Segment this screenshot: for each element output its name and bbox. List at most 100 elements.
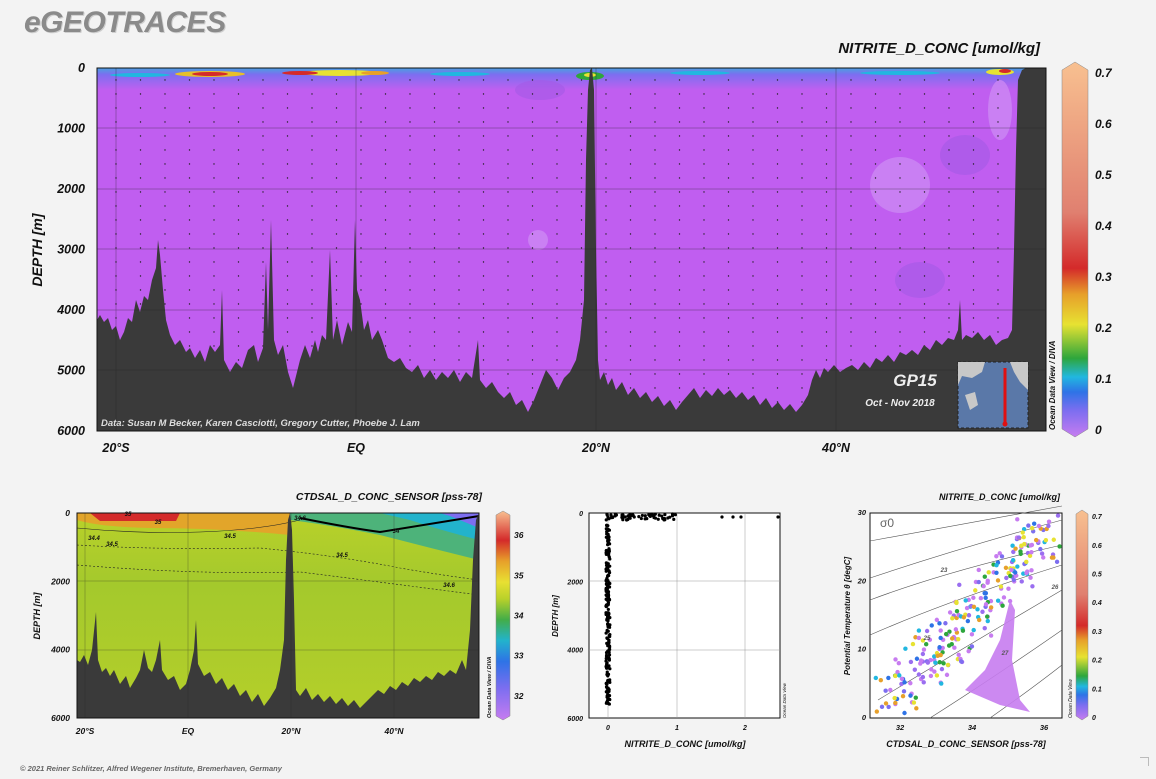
ts-point [883, 701, 889, 706]
profile-point [605, 670, 609, 674]
station-sample-dot [311, 289, 313, 291]
station-sample-dot [629, 345, 632, 347]
station-sample-dot [237, 275, 240, 277]
ts-point [1038, 546, 1043, 552]
station-sample-dot [972, 135, 975, 137]
station-sample-dot [360, 107, 362, 109]
nitrite-section-panel: NITRITE_D_CONC [umol/kg] DEPTH [m] 0 1000… [29, 40, 1113, 455]
station-sample-dot [727, 163, 730, 165]
station-sample-dot [654, 219, 656, 221]
station-sample-dot [850, 191, 852, 193]
station-sample-dot [899, 177, 901, 179]
station-sample-dot [458, 163, 460, 165]
station-sample-dot [678, 205, 681, 207]
station-sample-dot [997, 149, 999, 151]
station-sample-dot [556, 163, 558, 165]
station-sample-dot [580, 219, 583, 221]
station-sample-dot [311, 149, 313, 151]
profile-ytick-label: 6000 [567, 716, 583, 723]
isopycnal-label: 25 [923, 636, 931, 642]
profile-xtick-label: 2 [742, 725, 747, 732]
station-sample-dot [531, 373, 534, 375]
profile-point [614, 513, 618, 517]
station-sample-dot [556, 275, 558, 277]
station-sample-dot [360, 135, 362, 137]
ts-point [995, 578, 1001, 583]
nitrite-colorbar-tick: 0 [1095, 423, 1102, 437]
station-sample-dot [605, 373, 607, 375]
station-sample-dot [556, 331, 558, 333]
ts-point [902, 680, 907, 685]
ts-title: NITRITE_D_CONC [umol/kg] [939, 492, 1061, 502]
ts-point [1015, 564, 1020, 569]
station-sample-dot [458, 261, 460, 263]
ts-point [969, 644, 975, 649]
station-sample-dot [948, 79, 950, 81]
station-sample-dot [629, 107, 632, 109]
station-sample-dot [948, 163, 950, 165]
station-sample-dot [972, 317, 975, 319]
salinity-gridlines [77, 513, 479, 718]
station-sample-dot [923, 107, 926, 109]
station-sample-dot [801, 261, 803, 263]
station-sample-dot [801, 401, 803, 403]
station-sample-dot [139, 79, 142, 81]
station-sample-dot [629, 205, 632, 207]
station-sample-dot [433, 373, 436, 375]
station-sample-dot [899, 93, 901, 95]
profile-point [668, 515, 672, 519]
salinity-surface-max [90, 513, 180, 521]
station-sample-dot [703, 233, 705, 235]
station-sample-dot [384, 163, 387, 165]
station-sample-dot [188, 303, 191, 305]
station-sample-dot [311, 107, 313, 109]
station-sample-dot [874, 275, 877, 277]
station-sample-dot [605, 289, 607, 291]
station-sample-dot [237, 247, 240, 249]
ts-point [1009, 567, 1014, 573]
station-sample-dot [311, 247, 313, 249]
station-sample-dot [948, 93, 950, 95]
station-sample-dot [580, 205, 583, 207]
station-sample-dot [801, 205, 803, 207]
ts-point [1046, 519, 1052, 524]
profile-point [656, 517, 660, 521]
station-sample-dot [629, 233, 632, 235]
station-sample-dot [164, 303, 166, 305]
station-sample-dot [678, 289, 681, 291]
station-sample-dot [801, 79, 803, 81]
station-sample-dot [531, 191, 534, 193]
station-sample-dot [384, 149, 387, 151]
profile-point [657, 513, 661, 517]
station-sample-dot [433, 359, 436, 361]
station-sample-dot [752, 149, 754, 151]
station-sample-dot [703, 93, 705, 95]
ts-diagram-panel: σ0 23 25 26 27 NITRITE_D_CONC [umol/kg] CTD… [843, 492, 1103, 749]
station-sample-dot [654, 233, 656, 235]
station-sample-dot [605, 93, 607, 95]
station-sample-dot [899, 121, 901, 123]
station-sample-dot [237, 107, 240, 109]
station-sample-dot [727, 191, 730, 193]
ts-yticks: 0 10 20 30 [857, 508, 867, 722]
station-sample-dot [286, 177, 289, 179]
station-sample-dot [311, 303, 313, 305]
station-sample-dot [703, 163, 705, 165]
station-sample-dot [776, 359, 779, 361]
station-sample-dot [188, 219, 191, 221]
ts-point [1024, 559, 1029, 565]
station-sample-dot [850, 205, 852, 207]
station-sample-dot [629, 135, 632, 137]
station-sample-dot [580, 135, 583, 137]
station-sample-dot [556, 233, 558, 235]
station-sample-dot [703, 177, 705, 179]
station-sample-dot [727, 121, 730, 123]
station-sample-dot [605, 135, 607, 137]
station-sample-dot [213, 121, 215, 123]
ts-ytick-label: 20 [857, 576, 867, 585]
station-sample-dot [752, 205, 754, 207]
salinity-section-title: CTDSAL_D_CONC_SENSOR [pss-78] [296, 491, 483, 503]
ts-colorbar-tick: 0.6 [1092, 543, 1102, 550]
station-sample-dot [482, 247, 485, 249]
